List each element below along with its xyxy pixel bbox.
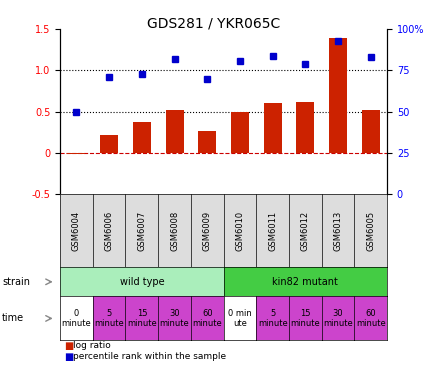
Text: strain: strain	[2, 277, 30, 287]
Text: GSM6010: GSM6010	[235, 210, 244, 251]
Text: 0
minute: 0 minute	[61, 309, 91, 328]
Text: log ratio: log ratio	[73, 341, 111, 350]
Text: GSM6005: GSM6005	[366, 210, 375, 251]
Text: GSM6007: GSM6007	[138, 210, 146, 251]
Bar	[68, 153, 85, 154]
Text: GSM6009: GSM6009	[203, 210, 212, 251]
Text: ■: ■	[65, 352, 74, 362]
Bar	[264, 103, 282, 153]
Text: GSM6004: GSM6004	[72, 210, 81, 251]
Text: GSM6011: GSM6011	[268, 210, 277, 251]
Bar	[100, 135, 118, 153]
Text: kin82 mutant: kin82 mutant	[272, 277, 338, 287]
Text: time: time	[2, 313, 24, 324]
Bar	[198, 131, 216, 153]
Text: GSM6006: GSM6006	[105, 210, 113, 251]
Bar	[362, 110, 380, 153]
Text: 60
minute: 60 minute	[356, 309, 386, 328]
Text: wild type: wild type	[120, 277, 164, 287]
Bar	[133, 122, 151, 153]
Text: 30
minute: 30 minute	[160, 309, 190, 328]
Text: 5
minute: 5 minute	[258, 309, 287, 328]
Bar	[329, 37, 347, 153]
Text: 60
minute: 60 minute	[192, 309, 222, 328]
Text: ■: ■	[65, 341, 74, 351]
Text: GSM6008: GSM6008	[170, 210, 179, 251]
Text: 15
minute: 15 minute	[291, 309, 320, 328]
Text: GSM6013: GSM6013	[334, 210, 343, 251]
Bar	[296, 102, 314, 153]
Text: GDS281 / YKR065C: GDS281 / YKR065C	[147, 16, 280, 30]
Text: 15
minute: 15 minute	[127, 309, 157, 328]
Text: 30
minute: 30 minute	[323, 309, 353, 328]
Text: 0 min
ute: 0 min ute	[228, 309, 252, 328]
Bar	[231, 112, 249, 153]
Bar	[166, 110, 183, 153]
Text: GSM6012: GSM6012	[301, 210, 310, 251]
Text: 5
minute: 5 minute	[94, 309, 124, 328]
Text: percentile rank within the sample: percentile rank within the sample	[73, 352, 227, 361]
